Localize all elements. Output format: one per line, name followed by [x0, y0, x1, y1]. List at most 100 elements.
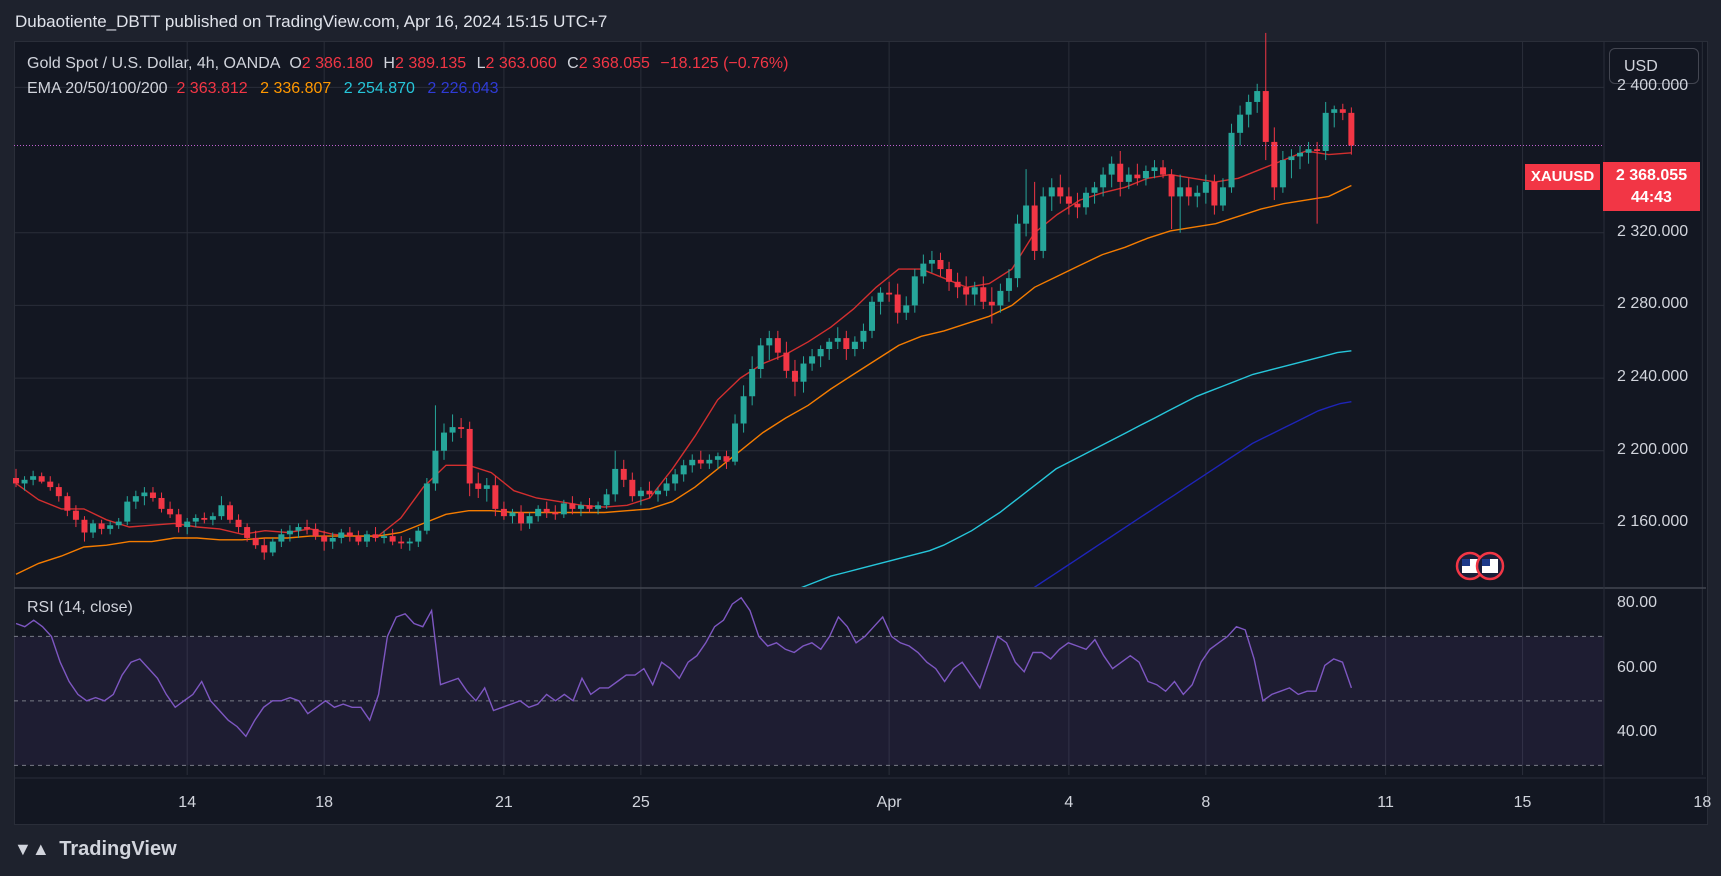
- candle-body: [543, 508, 550, 513]
- candle-body: [535, 508, 542, 517]
- candle-body: [509, 512, 516, 517]
- candle-body: [1254, 91, 1261, 102]
- candle-body: [869, 301, 875, 331]
- candle-body: [971, 287, 978, 295]
- candle-body: [363, 534, 370, 542]
- candle-body: [1322, 112, 1329, 151]
- candle-body: [706, 459, 713, 464]
- price-tick-label: 2 240.000: [1617, 368, 1689, 386]
- ema-line-ema50: [15, 184, 1352, 575]
- candle-body: [1117, 163, 1124, 182]
- candle-body: [1348, 112, 1355, 146]
- candle-body: [132, 496, 139, 502]
- candle-body: [988, 301, 995, 306]
- candle-body: [1005, 278, 1012, 291]
- price-tick-label: 2 200.000: [1617, 440, 1689, 458]
- low-key: L: [476, 55, 486, 72]
- candle-body: [261, 545, 268, 553]
- candle-body: [30, 476, 37, 480]
- candle-body: [483, 485, 490, 489]
- candle-body: [269, 541, 276, 553]
- tradingview-footer[interactable]: ▼▲ TradingView: [14, 838, 177, 861]
- currency-button[interactable]: USD: [1609, 48, 1699, 84]
- candle-body: [227, 505, 233, 520]
- candle-body: [937, 260, 944, 270]
- ema20-value: 2 363.812: [176, 80, 248, 97]
- candle-body: [141, 492, 148, 497]
- candle-body: [115, 521, 122, 526]
- candle-body: [304, 527, 311, 529]
- candle-body: [492, 485, 499, 509]
- candle-body: [389, 536, 396, 542]
- candle-body: [1160, 167, 1167, 175]
- candle-body: [1331, 109, 1338, 113]
- rsi-label: RSI (14, close): [27, 599, 133, 616]
- candle-body: [526, 516, 533, 524]
- candle-body: [329, 537, 336, 542]
- candle-body: [1031, 205, 1038, 251]
- candle-body: [21, 479, 28, 484]
- candle-body: [321, 536, 328, 542]
- candle-body: [1237, 114, 1244, 133]
- candle-body: [672, 474, 679, 484]
- price-change: −18.125 (−0.76%): [660, 55, 789, 72]
- candle-body: [740, 396, 747, 424]
- candle-body: [398, 541, 405, 544]
- candle-body: [655, 490, 661, 495]
- candle-body: [209, 516, 216, 520]
- chart-area[interactable]: [14, 41, 1708, 825]
- candle-body: [826, 341, 833, 350]
- candle-body: [757, 345, 764, 369]
- candle-body: [201, 517, 208, 520]
- candle-body: [355, 536, 362, 542]
- ema50-value: 2 336.807: [260, 80, 332, 97]
- candle-body: [860, 330, 867, 342]
- candle-body: [98, 523, 105, 529]
- candle-body: [1271, 141, 1278, 188]
- candle-body: [423, 483, 430, 531]
- candle-body: [1142, 170, 1149, 179]
- candle-body: [124, 501, 131, 522]
- time-tick-label: Apr: [876, 794, 902, 811]
- time-tick-label: 14: [178, 794, 197, 811]
- candle-body: [1048, 187, 1055, 197]
- candle-body: [894, 294, 901, 313]
- candle-body: [432, 450, 439, 484]
- candle-body: [620, 468, 627, 480]
- candle-body: [338, 532, 345, 538]
- candle-body: [1125, 174, 1132, 182]
- candle-body: [817, 349, 824, 357]
- close-value: 2 368.055: [578, 55, 650, 72]
- candle-body: [415, 530, 422, 542]
- candle-body: [997, 290, 1004, 306]
- candle-body: [586, 505, 593, 509]
- candle-body: [697, 459, 704, 464]
- candle-body: [441, 432, 447, 451]
- candle-body: [851, 341, 858, 350]
- candle-body: [372, 534, 379, 538]
- flag-canton: [1482, 559, 1490, 566]
- candle-body: [689, 459, 696, 466]
- candle-body: [1262, 91, 1269, 142]
- candle-body: [1108, 163, 1115, 175]
- candle-body: [458, 427, 465, 429]
- candle-body: [1057, 187, 1064, 197]
- candle-body: [946, 269, 953, 282]
- candle-body: [1245, 101, 1252, 115]
- ema100-value: 2 254.870: [343, 80, 415, 97]
- candle-body: [877, 292, 884, 302]
- candle-body: [175, 514, 182, 528]
- candle-body: [500, 508, 507, 517]
- candle-body: [791, 370, 798, 382]
- candle-body: [1194, 192, 1201, 197]
- candle-body: [980, 287, 987, 302]
- candle-body: [1074, 203, 1081, 208]
- price-tick-label: 2 400.000: [1617, 77, 1689, 95]
- rsi-tick-label: 80.00: [1617, 594, 1658, 612]
- candle-body: [406, 541, 413, 544]
- candle-body: [381, 536, 388, 538]
- candle-body: [449, 427, 456, 433]
- candle-body: [714, 456, 721, 460]
- candle-body: [192, 517, 199, 522]
